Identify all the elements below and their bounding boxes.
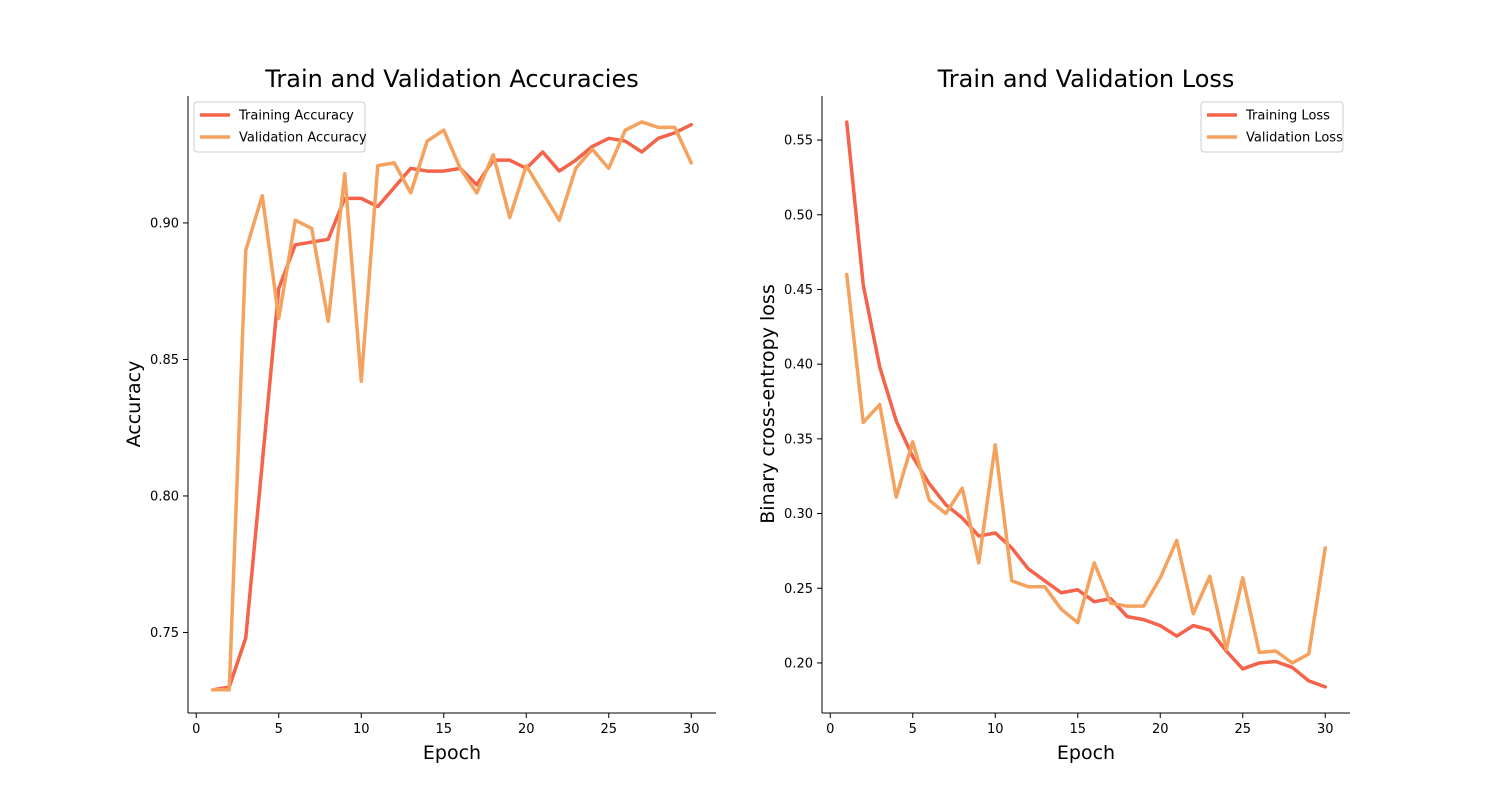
- loss-legend-label: Training Loss: [1245, 109, 1330, 124]
- loss-y-tick-label: 0.25: [784, 582, 813, 597]
- loss-x-tick-label: 20: [1152, 722, 1169, 737]
- accuracy-legend-box: [193, 101, 366, 153]
- loss-chart: Train and Validation Loss Epoch Binary c…: [757, 65, 1350, 764]
- loss-x-tick-label: 25: [1234, 722, 1251, 737]
- loss-x-tick-label: 0: [826, 722, 834, 737]
- accuracy-y-tick-label: 0.75: [150, 626, 179, 641]
- accuracy-chart-title: Train and Validation Accuracies: [264, 65, 638, 93]
- loss-series-line-validation: [845, 272, 1327, 665]
- loss-y-tick-label: 0.40: [784, 358, 813, 373]
- accuracy-y-axis-label: Accuracy: [123, 361, 145, 448]
- loss-series-line-training: [845, 120, 1327, 689]
- loss-x-tick-label: 10: [987, 722, 1004, 737]
- accuracy-y-tick-label: 0.80: [150, 489, 179, 504]
- loss-x-tick-label: 30: [1317, 722, 1334, 737]
- loss-y-tick-label: 0.20: [784, 656, 813, 671]
- loss-y-tick-label: 0.50: [784, 208, 813, 223]
- accuracy-legend: Training Accuracy Validation Accuracy: [193, 101, 367, 153]
- loss-y-tick-label: 0.35: [784, 432, 813, 447]
- accuracy-y-tick-label: 0.90: [150, 216, 179, 231]
- accuracy-x-axis-label: Epoch: [423, 742, 481, 764]
- loss-y-tick-label: 0.45: [784, 283, 813, 298]
- accuracy-plot-area: 0 5 10 15 20 25 30 0.75 0.80 0.85 0.90 Training Acc…: [150, 96, 716, 737]
- accuracy-x-tick-label: 30: [683, 722, 700, 737]
- accuracy-series-line-training: [211, 122, 693, 692]
- loss-x-tick-label: 5: [909, 722, 917, 737]
- accuracy-x-tick-label: 20: [518, 722, 535, 737]
- loss-y-axis-label: Binary cross-entropy loss: [757, 284, 779, 523]
- loss-chart-title: Train and Validation Loss: [937, 65, 1235, 93]
- accuracy-x-tick-label: 5: [275, 722, 283, 737]
- loss-legend-label: Validation Loss: [1246, 131, 1343, 146]
- accuracy-chart: Train and Validation Accuracies Epoch Ac…: [123, 65, 716, 764]
- accuracy-legend-label: Training Accuracy: [238, 109, 354, 124]
- accuracy-x-tick-label: 0: [192, 722, 200, 737]
- accuracy-series-line-validation: [211, 120, 693, 692]
- loss-y-tick-label: 0.30: [784, 507, 813, 522]
- loss-x-axis-label: Epoch: [1057, 742, 1115, 764]
- loss-legend: Training Loss Validation Loss: [1200, 101, 1344, 153]
- accuracy-x-tick-label: 25: [600, 722, 617, 737]
- accuracy-x-tick-label: 15: [435, 722, 452, 737]
- loss-y-tick-label: 0.55: [784, 134, 813, 149]
- loss-plot-area: 0 5 10 15 20 25 30 0.20 0.25 0.30 0.35 0.40 0.45 0.50…: [784, 96, 1350, 737]
- accuracy-y-tick-label: 0.85: [150, 353, 179, 368]
- accuracy-x-tick-label: 10: [353, 722, 370, 737]
- loss-x-tick-label: 15: [1069, 722, 1086, 737]
- accuracy-legend-label: Validation Accuracy: [239, 131, 367, 146]
